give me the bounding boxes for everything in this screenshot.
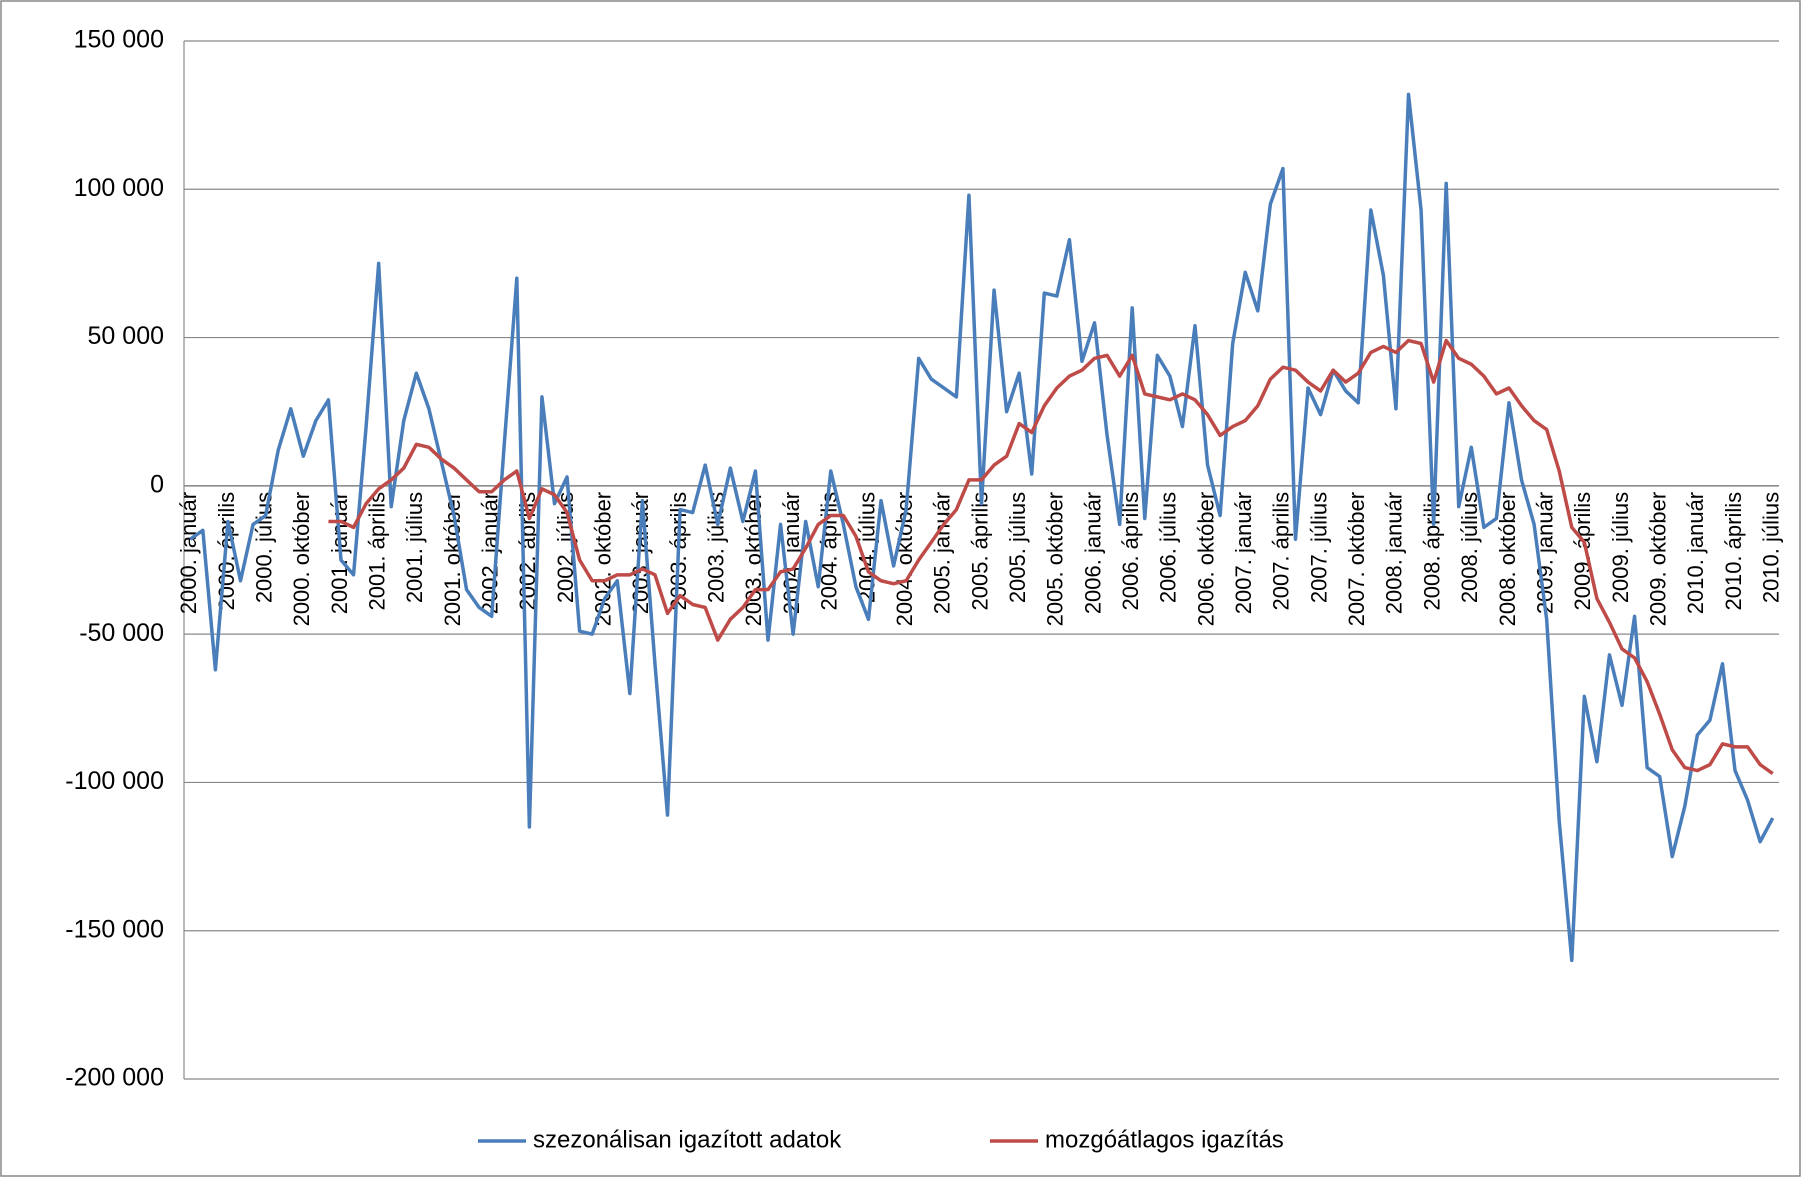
x-tick-label: 2000. július (251, 492, 276, 603)
x-tick-label: 2009. október (1646, 492, 1671, 627)
x-tick-label: 2007. július (1306, 492, 1331, 603)
y-tick-label: 100 000 (74, 174, 164, 202)
x-tick-label: 2008. január (1382, 492, 1407, 614)
y-tick-label: 50 000 (88, 322, 164, 350)
x-tick-label: 2009. április (1570, 492, 1595, 611)
x-tick-label: 2000. január (176, 492, 201, 614)
x-tick-label: 2001. július (402, 492, 427, 603)
x-tick-label: 2008. július (1457, 492, 1482, 603)
legend-label: szezonálisan igazított adatok (533, 1126, 842, 1153)
x-tick-label: 2005. október (1043, 492, 1068, 627)
x-tick-label: 2010. január (1683, 492, 1708, 614)
x-tick-label: 2007. április (1269, 492, 1294, 611)
y-tick-label: -150 000 (65, 915, 164, 943)
x-tick-label: 2010. április (1721, 492, 1746, 611)
x-tick-label: 2006. október (1193, 492, 1218, 627)
x-tick-label: 2000. október (289, 492, 314, 627)
y-tick-label: -100 000 (65, 767, 164, 795)
x-tick-label: 2006. július (1156, 492, 1181, 603)
x-tick-label: 2009. július (1608, 492, 1633, 603)
y-tick-label: -200 000 (65, 1064, 164, 1092)
x-tick-label: 2006. január (1080, 492, 1105, 614)
y-tick-label: 0 (150, 470, 164, 498)
x-tick-label: 2001. április (364, 492, 389, 611)
legend-label: mozgóátlagos igazítás (1045, 1126, 1284, 1153)
series-line (328, 338, 1774, 775)
series-line (189, 92, 1775, 963)
x-tick-label: 2007. január (1231, 492, 1256, 614)
x-tick-label: 2008. október (1495, 492, 1520, 627)
x-tick-label: 2005. április (967, 492, 992, 611)
x-tick-label: 2010. július (1759, 492, 1784, 603)
y-tick-label: -50 000 (79, 619, 164, 647)
x-tick-label: 2005. január (930, 492, 955, 614)
x-tick-label: 2006. április (1118, 492, 1143, 611)
y-tick-label: 150 000 (74, 26, 164, 54)
x-tick-label: 2005. július (1005, 492, 1030, 603)
x-tick-label: 2007. október (1344, 492, 1369, 627)
